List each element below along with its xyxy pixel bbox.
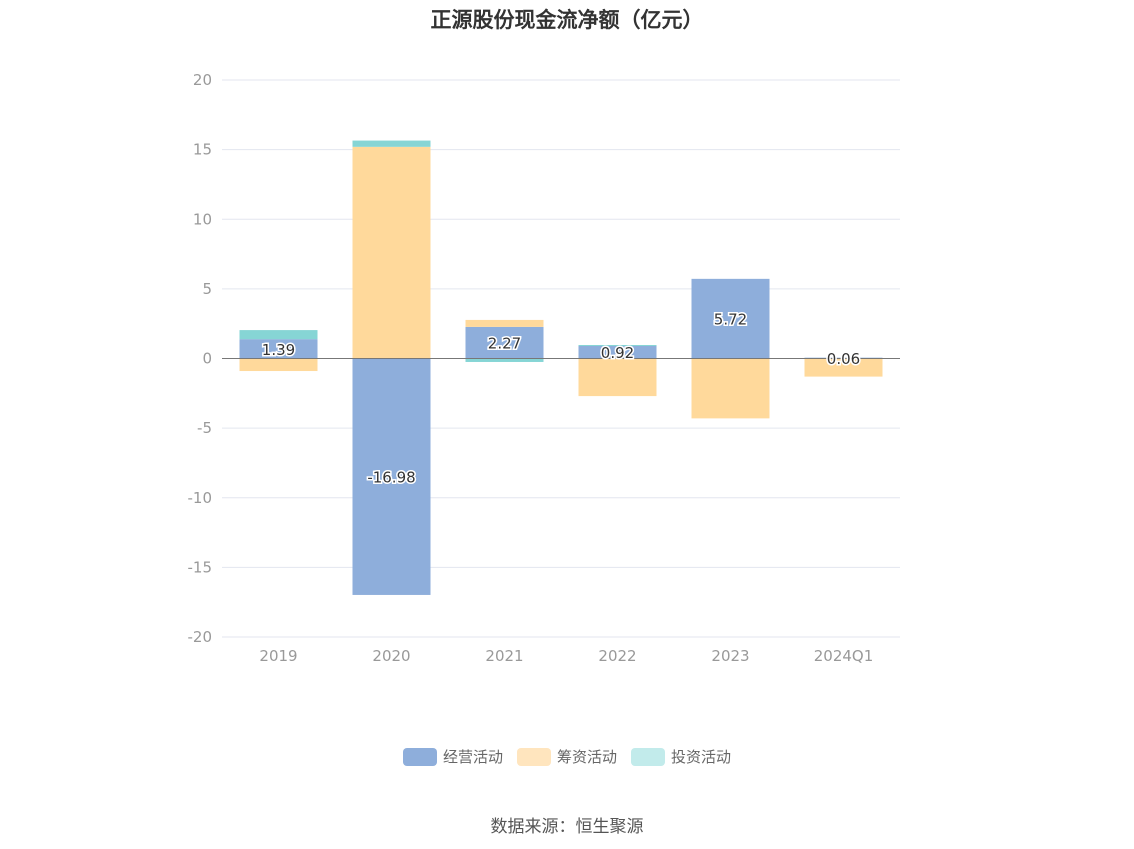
- legend-label-financing: 筹资活动: [556, 748, 617, 766]
- y-tick-label: 15: [193, 141, 212, 159]
- y-tick-label: -10: [188, 489, 213, 507]
- bar-financing-2021: [465, 319, 544, 327]
- data-label-2023: 5.72: [714, 311, 747, 329]
- bar-operating-2019: [239, 339, 318, 359]
- chart-title: 正源股份现金流净额（亿元）: [430, 8, 704, 32]
- y-tick-label: 5: [202, 280, 212, 298]
- y-tick-label: 20: [193, 71, 212, 89]
- legend-label-investing: 投资活动: [671, 748, 732, 766]
- data-label-2022: 0.92: [601, 344, 634, 362]
- y-tick-label: 0: [202, 350, 212, 368]
- legend-item-financing[interactable]: 筹资活动: [516, 746, 617, 767]
- y-tick-label: -20: [188, 628, 213, 646]
- bar-operating-2020: [352, 358, 431, 595]
- legend-label-operating: 经营活动: [442, 748, 503, 766]
- bar-operating-2022: [578, 345, 657, 359]
- legend-item-investing[interactable]: 投资活动: [631, 746, 731, 767]
- bar-investing-2019: [239, 330, 318, 340]
- legend-item-operating[interactable]: 经营活动: [402, 746, 503, 767]
- legend-swatch-operating: [402, 747, 437, 766]
- bar-operating-2021: [465, 326, 544, 359]
- x-tick-label: 2020: [372, 647, 410, 665]
- x-tick-label: 2019: [259, 647, 297, 665]
- x-tick-label: 2023: [711, 647, 749, 665]
- y-tick-label: -15: [188, 558, 213, 576]
- x-tick-label: 2024Q1: [814, 647, 874, 665]
- legend-swatch-investing: [631, 747, 665, 766]
- bar-operating-2023: [691, 278, 770, 359]
- bar-financing-2024Q1: [804, 358, 883, 377]
- y-axis: 20 15 10 5 0 -5 -10 -15 -20: [188, 71, 213, 646]
- y-tick-label: 10: [193, 210, 212, 228]
- bar-financing-2023: [691, 358, 770, 419]
- bar-investing-2021: [465, 358, 544, 362]
- data-label-2019: 1.39: [262, 341, 295, 359]
- data-label-2024Q1: 0.06: [827, 350, 860, 368]
- data-label-2021: 2.27: [488, 335, 521, 353]
- bars: [239, 140, 883, 595]
- bar-financing-2019: [239, 358, 318, 372]
- bar-investing-2020: [352, 140, 431, 147]
- bar-investing-2022: [578, 344, 657, 346]
- data-labels: 1.39 -16.98 2.27 0.92 5.72 0.06: [260, 309, 861, 488]
- x-tick-label: 2021: [485, 647, 523, 665]
- x-tick-label: 2022: [598, 647, 636, 665]
- bar-financing-2020: [352, 146, 431, 359]
- data-source: 数据来源：恒生聚源: [490, 817, 644, 837]
- y-tick-label: -5: [197, 419, 212, 437]
- x-axis: 2019 2020 2021 2022 2023 2024Q1: [222, 636, 900, 665]
- legend-swatch-financing: [516, 747, 551, 766]
- bar-financing-2022: [578, 358, 657, 397]
- data-label-2020: -16.98: [367, 469, 415, 487]
- legend: 经营活动 筹资活动 投资活动: [0, 746, 1134, 767]
